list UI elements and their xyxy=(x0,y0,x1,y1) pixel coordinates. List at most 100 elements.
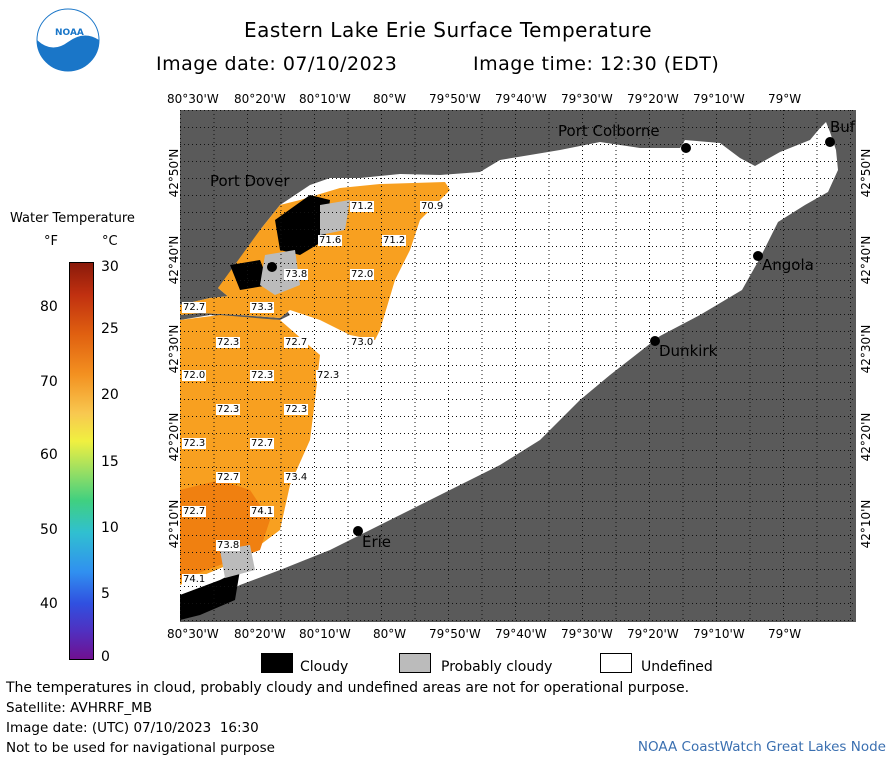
city-marker-buffalo xyxy=(825,137,835,147)
lon-label: 79°30'W xyxy=(561,92,613,106)
lon-label: 80°20'W xyxy=(234,92,286,106)
temp-region-warmer xyxy=(180,480,270,580)
lat-label: 42°50'N xyxy=(859,148,873,198)
city-label-angola: Angola xyxy=(762,256,814,274)
tick-f: 70 xyxy=(40,374,58,390)
temp-label: 72.0 xyxy=(182,370,207,381)
temp-label: 72.7 xyxy=(284,337,309,348)
lon-label: 79°30'W xyxy=(561,627,613,641)
lon-label: 79°W xyxy=(768,627,802,641)
footer-utc-date: Image date: (UTC) 07/10/2023 16:30 xyxy=(6,720,259,736)
lon-label: 79°50'W xyxy=(429,627,481,641)
tick-f: 50 xyxy=(40,522,58,538)
tick-f: 60 xyxy=(40,447,58,463)
temp-label: 73.3 xyxy=(250,302,275,313)
lat-label: 42°40'N xyxy=(167,235,181,285)
city-label-port-dover: Port Dover xyxy=(210,172,290,190)
key-label-probably-cloudy: Probably cloudy xyxy=(441,659,553,675)
temp-label: 72.3 xyxy=(316,370,341,381)
lon-label: 80°30'W xyxy=(167,627,219,641)
legend-title: Water Temperature xyxy=(10,211,135,226)
temp-label: 72.3 xyxy=(216,337,241,348)
temp-label: 71.2 xyxy=(382,235,407,246)
footer-satellite: Satellite: AVHRRF_MB xyxy=(6,700,153,716)
legend-unit-f: °F xyxy=(44,234,58,249)
lon-label: 80°W xyxy=(373,92,407,106)
lat-label: 42°20'N xyxy=(859,412,873,462)
page-title: Eastern Lake Erie Surface Temperature xyxy=(243,18,653,42)
lon-label: 79°W xyxy=(768,92,802,106)
lat-label: 42°40'N xyxy=(859,235,873,285)
city-label-dunkirk: Dunkirk xyxy=(659,342,718,360)
key-swatch-undefined xyxy=(600,653,632,673)
temp-label: 73.8 xyxy=(216,540,241,551)
city-label-buffalo: Buf xyxy=(830,118,856,136)
footer-nav: Not to be used for navigational purpose xyxy=(6,740,275,756)
lat-label: 42°10'N xyxy=(859,499,873,549)
temp-label: 72.3 xyxy=(216,404,241,415)
logo-text: NOAA xyxy=(55,28,84,38)
temp-label: 70.9 xyxy=(420,201,445,212)
lon-label: 79°20'W xyxy=(627,627,679,641)
key-swatch-probably-cloudy xyxy=(399,653,431,673)
key-label-cloudy: Cloudy xyxy=(300,659,349,675)
city-marker-port-colborne xyxy=(681,143,691,153)
cloudy-patches xyxy=(180,195,330,620)
tick-f: 80 xyxy=(40,299,58,315)
temp-label: 73.0 xyxy=(350,337,375,348)
temp-label: 71.2 xyxy=(350,201,375,212)
temp-label: 74.1 xyxy=(250,506,275,517)
temp-label: 72.3 xyxy=(182,438,207,449)
temp-label: 74.1 xyxy=(182,574,207,585)
lat-label: 42°30'N xyxy=(859,324,873,374)
temp-label: 72.7 xyxy=(182,506,207,517)
temp-label: 73.4 xyxy=(284,472,309,483)
tick-f: 40 xyxy=(40,596,58,612)
lat-label: 42°20'N xyxy=(167,412,181,462)
city-label-erie: Erie xyxy=(362,533,392,551)
temp-label: 72.3 xyxy=(284,404,309,415)
tick-c: 20 xyxy=(101,387,119,403)
image-date: Image date: 07/10/2023 xyxy=(156,53,398,75)
lon-label: 79°40'W xyxy=(495,627,547,641)
city-marker-erie xyxy=(353,526,363,536)
lon-label: 79°20'W xyxy=(627,92,679,106)
tick-c: 0 xyxy=(101,649,110,665)
temp-label: 72.7 xyxy=(182,302,207,313)
footer-note: The temperatures in cloud, probably clou… xyxy=(6,680,690,696)
tick-c: 30 xyxy=(101,259,119,275)
lon-label: 80°10'W xyxy=(299,92,351,106)
lat-label: 42°30'N xyxy=(167,324,181,374)
map-svg xyxy=(180,110,856,622)
city-marker-port-dover xyxy=(267,262,277,272)
tick-c: 10 xyxy=(101,520,119,536)
key-label-undefined: Undefined xyxy=(641,659,713,675)
temp-label: 72.3 xyxy=(250,370,275,381)
noaa-logo: NOAA xyxy=(36,8,100,72)
city-label-port-colborne: Port Colborne xyxy=(558,122,660,140)
legend-unit-c: °C xyxy=(102,234,118,249)
tick-c: 15 xyxy=(101,454,119,470)
city-marker-angola xyxy=(753,251,763,261)
lat-lon-grid xyxy=(180,110,853,621)
lon-label: 79°50'W xyxy=(429,92,481,106)
map-panel[interactable]: Port Colborne Port Dover Buf Angola Dunk… xyxy=(180,110,856,622)
lon-label: 79°40'W xyxy=(495,92,547,106)
lon-label: 79°10'W xyxy=(693,92,745,106)
tick-c: 25 xyxy=(101,321,119,337)
lon-label: 80°W xyxy=(373,627,407,641)
tick-c: 5 xyxy=(101,586,110,602)
lon-label: 79°10'W xyxy=(693,627,745,641)
lat-label: 42°50'N xyxy=(167,148,181,198)
key-swatch-cloudy xyxy=(261,653,293,673)
lon-label: 80°10'W xyxy=(299,627,351,641)
image-time: Image time: 12:30 (EDT) xyxy=(473,53,720,75)
temp-label: 73.8 xyxy=(284,269,309,280)
lon-label: 80°20'W xyxy=(234,627,286,641)
color-scale-bar xyxy=(69,262,94,660)
temp-label: 71.6 xyxy=(318,235,343,246)
temp-label: 72.7 xyxy=(216,472,241,483)
footer-credit: NOAA CoastWatch Great Lakes Node xyxy=(637,739,886,755)
temp-label: 72.0 xyxy=(350,269,375,280)
lat-label: 42°10'N xyxy=(167,499,181,549)
